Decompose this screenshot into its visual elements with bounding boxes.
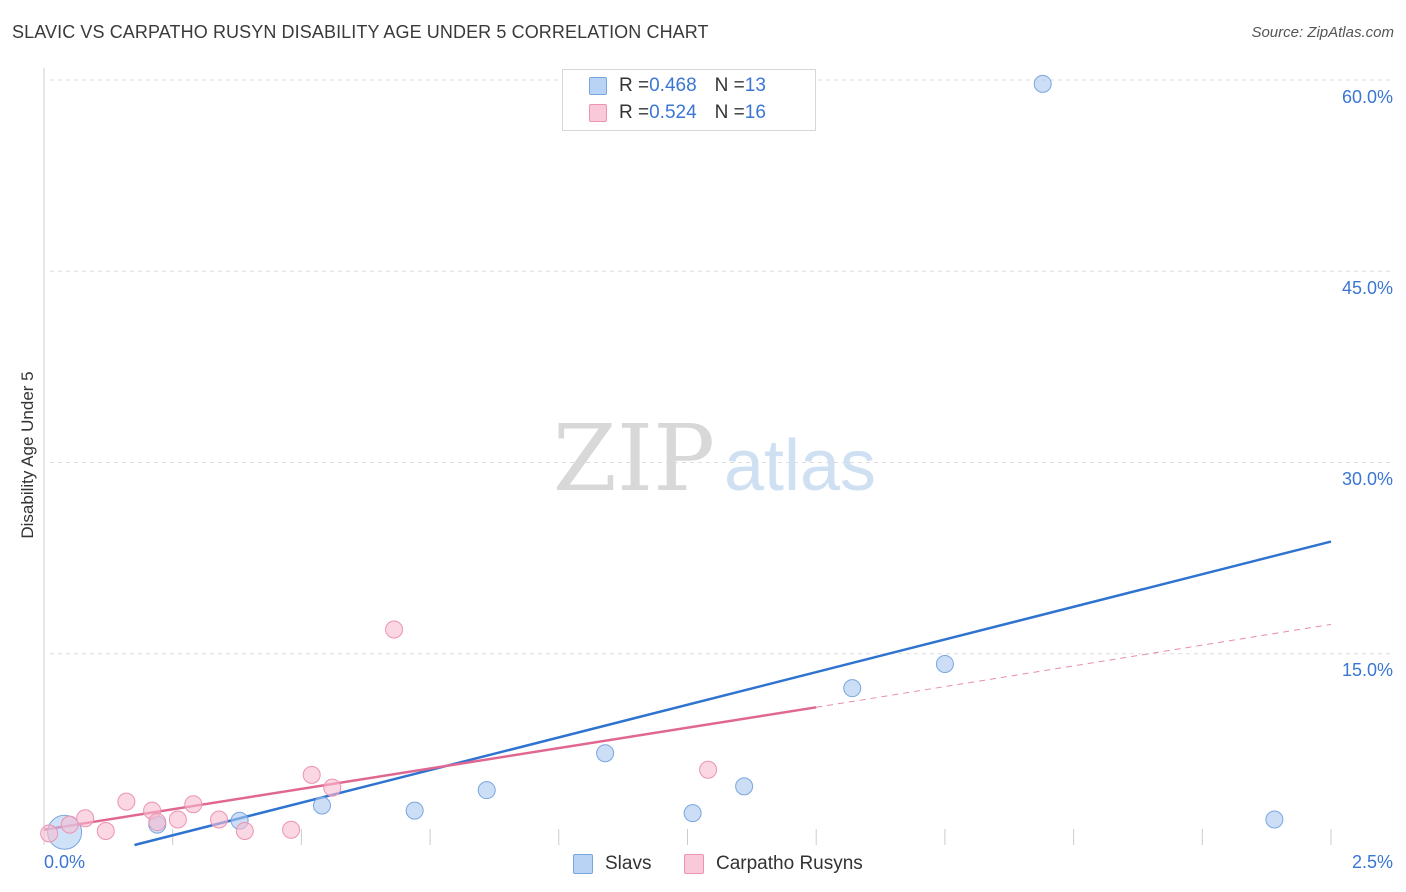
point-carpatho-rusyns-8 (184, 795, 203, 814)
trendline-extension-carpatho-rusyns (816, 623, 1332, 708)
series-legend-carpatho-rusyns: Carpatho Rusyns (684, 852, 863, 876)
source-label: Source: ZipAtlas.com (1251, 24, 1394, 41)
point-slavs-11 (1033, 74, 1052, 93)
legend-n-value-slavs: 13 (744, 75, 766, 96)
point-carpatho-rusyns-10 (235, 821, 254, 840)
y-tick-45: 45.0% (1341, 278, 1393, 298)
legend-n-label: N = (714, 75, 745, 96)
legend-swatch-slavs (589, 77, 607, 95)
point-carpatho-rusyns-11 (282, 820, 301, 839)
legend-n-label: N = (714, 102, 745, 123)
y-axis-label: Disability Age Under 5 (18, 371, 37, 539)
y-tick-60: 60.0% (1341, 87, 1393, 107)
legend-r-value-slavs: 0.468 (649, 75, 697, 96)
point-slavs-10 (935, 654, 954, 673)
legend-row-slavs: R = 0.468 N = 13 (589, 73, 766, 99)
point-carpatho-rusyns-14 (385, 620, 404, 639)
point-carpatho-rusyns-13 (323, 778, 342, 797)
chart-title: SLAVIC VS CARPATHO RUSYN DISABILITY AGE … (12, 22, 709, 42)
point-slavs-9 (843, 679, 862, 698)
x-tick-max: 2.5% (1351, 852, 1393, 872)
watermark-atlas: atlas (724, 426, 876, 506)
point-carpatho-rusyns-3 (96, 821, 115, 840)
series-layer (40, 74, 1332, 850)
x-tick-min: 0.0% (44, 852, 86, 872)
point-carpatho-rusyns-9 (210, 810, 229, 829)
series-legend-swatch-slavs (573, 854, 593, 874)
point-carpatho-rusyns-0 (40, 824, 59, 843)
legend-r-label: R = (619, 102, 650, 123)
point-carpatho-rusyns-15 (699, 760, 718, 779)
point-slavs-8 (735, 777, 754, 796)
series-legend-label-slavs: Slavs (605, 853, 652, 874)
legend-swatch-carpatho-rusyns (589, 104, 607, 122)
correlation-legend: R = 0.468 N = 13 R = 0.524 N = 16 (562, 69, 816, 131)
point-carpatho-rusyns-2 (76, 809, 95, 828)
x-tick-marks (43, 829, 1332, 845)
point-slavs-3 (312, 796, 331, 815)
grid-layer (50, 79, 1394, 655)
point-carpatho-rusyns-6 (148, 813, 167, 832)
trendline-carpatho-rusyns (43, 706, 817, 831)
point-carpatho-rusyns-12 (302, 765, 321, 784)
point-carpatho-rusyns-7 (168, 810, 187, 829)
series-legend-swatch-carpatho-rusyns (684, 854, 704, 874)
watermark: ZIP atlas (553, 405, 876, 512)
legend-row-carpatho-rusyns: R = 0.524 N = 16 (589, 100, 766, 126)
point-slavs-12 (1265, 810, 1284, 829)
y-tick-30: 30.0% (1341, 469, 1393, 489)
point-slavs-5 (477, 781, 496, 800)
legend-n-value-carpatho-rusyns: 16 (744, 102, 766, 123)
point-slavs-6 (596, 744, 615, 763)
series-legend-slavs: Slavs (573, 852, 651, 876)
legend-r-label: R = (619, 75, 650, 96)
trendline-slavs (134, 540, 1332, 847)
point-carpatho-rusyns-4 (117, 792, 136, 811)
series-legend-label-carpatho-rusyns: Carpatho Rusyns (716, 853, 863, 874)
watermark-zip: ZIP (553, 405, 715, 512)
point-slavs-4 (405, 801, 424, 820)
y-tick-15: 15.0% (1341, 660, 1393, 680)
legend-r-value-carpatho-rusyns: 0.524 (649, 102, 697, 123)
point-slavs-7 (683, 804, 702, 823)
point-carpatho-rusyns-1 (60, 815, 79, 834)
